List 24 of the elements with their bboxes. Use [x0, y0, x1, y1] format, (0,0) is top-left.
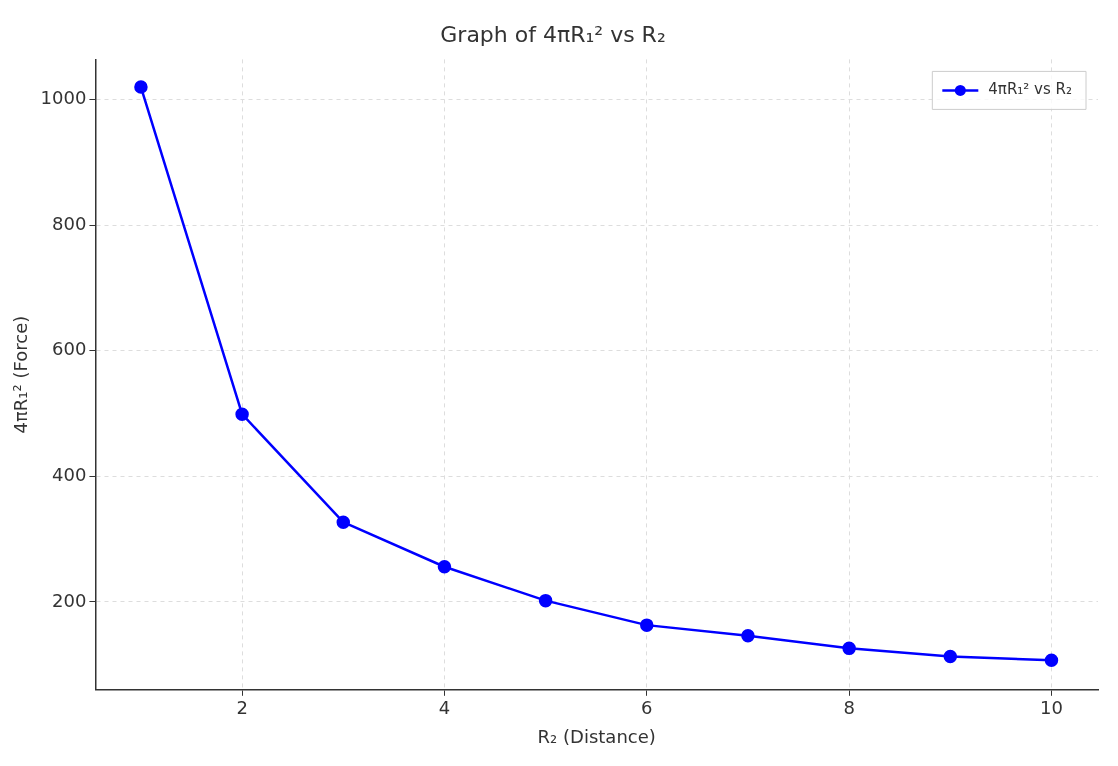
y-axis-title: 4πR₁² (Force)	[10, 315, 32, 434]
point	[1044, 653, 1059, 668]
point	[437, 559, 452, 574]
x-tick-label: 10	[1040, 697, 1063, 719]
x-tick-label: 4	[438, 697, 451, 719]
legend-label: 4πR₁² vs R₂	[988, 80, 1072, 99]
y-tick-label: 1000	[40, 87, 87, 109]
point	[943, 649, 958, 664]
point	[235, 407, 249, 421]
y-tick-label: 200	[52, 589, 87, 611]
y-tick-label: 600	[52, 338, 87, 360]
point	[640, 618, 654, 632]
point	[134, 80, 148, 94]
point	[336, 515, 351, 529]
point	[842, 641, 856, 656]
x-tick-label: 8	[843, 697, 855, 719]
point	[538, 593, 553, 608]
point	[741, 629, 755, 643]
chart-title: Graph of 4πR₁² vs R₂	[440, 21, 666, 47]
x-tick-label: 6	[641, 697, 653, 719]
x-tick-label: 2	[236, 697, 248, 719]
x-axis-title: R₂ (Distance)	[537, 725, 656, 747]
y-tick-label: 800	[52, 212, 87, 234]
y-tick-label: 400	[52, 463, 87, 485]
